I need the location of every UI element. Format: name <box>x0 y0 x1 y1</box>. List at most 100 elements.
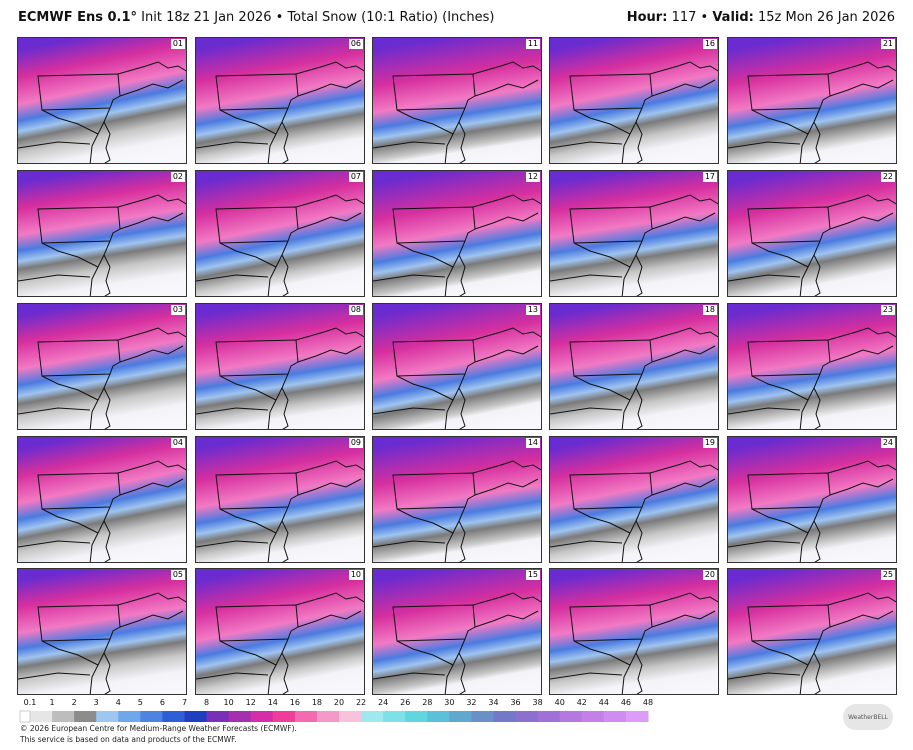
state-border <box>472 194 541 208</box>
state-border <box>196 540 269 548</box>
state-border <box>751 508 809 534</box>
state-border <box>829 610 894 628</box>
state-border <box>18 672 91 680</box>
state-border <box>474 79 539 97</box>
state-border <box>373 141 446 149</box>
colorbar-label: 5 <box>137 698 143 707</box>
state-border <box>297 212 362 230</box>
member-label: 15 <box>525 570 540 580</box>
state-border <box>396 109 454 135</box>
map <box>550 304 718 429</box>
state-border <box>103 254 111 296</box>
map-panel: 01 <box>17 37 187 164</box>
state-border <box>295 194 364 208</box>
map-panel: 04 <box>17 436 187 563</box>
colorbar-label: 1 <box>49 698 55 707</box>
state-border <box>297 478 362 496</box>
member-label: 20 <box>702 570 717 580</box>
map <box>373 171 541 296</box>
colorbar-label: 28 <box>422 698 433 707</box>
snow-field <box>373 304 541 429</box>
state-border <box>649 61 718 75</box>
map <box>18 437 186 562</box>
snow-field <box>728 171 896 296</box>
map <box>18 171 186 296</box>
state-border <box>295 460 364 474</box>
colorbar-swatch <box>603 711 627 722</box>
state-border <box>41 242 99 268</box>
map <box>728 437 896 562</box>
colorbar-label: 36 <box>510 698 521 707</box>
colorbar-swatch <box>140 711 163 722</box>
state-border <box>119 79 184 97</box>
map <box>373 38 541 163</box>
state-border <box>751 640 809 666</box>
state-border <box>728 141 801 149</box>
state-border <box>281 520 289 562</box>
map <box>373 569 541 694</box>
state-border <box>472 61 541 75</box>
state-border <box>573 109 631 135</box>
colorbar-swatch <box>162 711 185 722</box>
state-border <box>458 254 466 296</box>
map <box>728 569 896 694</box>
colorbar-swatch <box>559 711 583 722</box>
member-label: 06 <box>348 39 363 49</box>
map-panel: 17 <box>549 170 719 297</box>
colorbar-label: 12 <box>245 698 256 707</box>
member-label: 09 <box>348 438 363 448</box>
map <box>373 437 541 562</box>
member-label: 25 <box>880 570 895 580</box>
colorbar-label: 48 <box>642 698 654 707</box>
map <box>728 38 896 163</box>
state-border <box>829 212 894 230</box>
snow-field <box>196 171 364 296</box>
member-label: 21 <box>880 39 895 49</box>
snow-field <box>728 304 896 429</box>
colorbar-label: 0.1 <box>23 698 37 707</box>
state-border <box>117 592 186 606</box>
map-panel: 06 <box>195 37 365 164</box>
state-border <box>41 640 99 666</box>
colorbar-swatch <box>471 711 494 722</box>
snow-field <box>550 569 718 694</box>
colorbar-swatch <box>19 710 31 723</box>
snow-field <box>18 38 186 163</box>
map <box>18 304 186 429</box>
state-border <box>573 640 631 666</box>
state-border <box>41 109 99 135</box>
state-border <box>18 141 91 149</box>
state-border <box>651 478 716 496</box>
state-border <box>651 610 716 628</box>
state-border <box>651 212 716 230</box>
state-border <box>550 540 623 548</box>
state-border <box>458 121 466 163</box>
snow-field <box>196 437 364 562</box>
state-border <box>813 520 821 562</box>
colorbar-swatch <box>383 711 406 722</box>
map-panel: 16 <box>549 37 719 164</box>
state-border <box>396 640 454 666</box>
colorbar-swatch <box>515 711 539 722</box>
state-border <box>751 109 809 135</box>
map <box>550 437 718 562</box>
map <box>373 304 541 429</box>
map <box>550 171 718 296</box>
state-border <box>297 79 362 97</box>
member-label: 24 <box>880 438 895 448</box>
colorbar-swatch <box>316 711 340 722</box>
state-border <box>827 61 896 75</box>
state-border <box>813 652 821 694</box>
map-panel: 15 <box>372 568 542 695</box>
member-label: 08 <box>348 305 363 315</box>
state-border <box>635 652 643 694</box>
map-panel: 02 <box>17 170 187 297</box>
state-border <box>829 79 894 97</box>
state-border <box>813 387 821 429</box>
map <box>196 304 364 429</box>
state-border <box>458 387 466 429</box>
snow-field <box>728 437 896 562</box>
state-border <box>41 375 99 401</box>
member-label: 18 <box>702 305 717 315</box>
